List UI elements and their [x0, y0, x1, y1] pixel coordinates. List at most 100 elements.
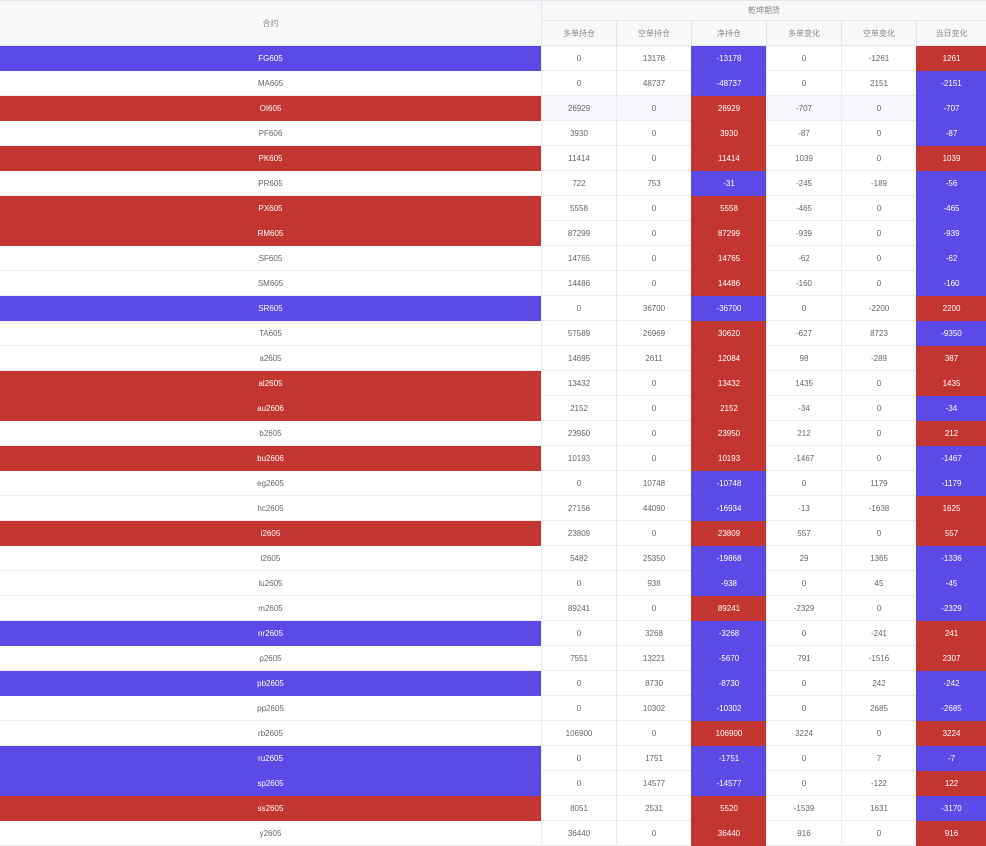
table-row[interactable]: ss2605 8051 2531 5520 -1539 1631 -3170 [0, 796, 986, 821]
header-long-position[interactable]: 多单持仓 [541, 21, 616, 46]
table-row[interactable]: au2606 2152 0 2152 -34 0 -34 [0, 396, 986, 421]
cell-short-change: 0 [841, 446, 916, 471]
cell-long-change: 0 [766, 746, 841, 771]
cell-long-position: 7551 [541, 646, 616, 671]
cell-long-change: 0 [766, 46, 841, 71]
cell-net-position: 10193 [691, 446, 766, 471]
cell-short-position: 0 [616, 446, 691, 471]
cell-net-position: 5520 [691, 796, 766, 821]
table-row[interactable]: OI605 26929 0 26929 -707 0 -707 [0, 96, 986, 121]
cell-short-position: 44090 [616, 496, 691, 521]
table-row[interactable]: FG605 0 13178 -13178 0 -1261 1261 [0, 46, 986, 71]
table-row[interactable]: m2605 89241 0 89241 -2329 0 -2329 [0, 596, 986, 621]
table-row[interactable]: SF605 14765 0 14765 -62 0 -62 [0, 246, 986, 271]
cell-contract: PF606 [0, 121, 541, 146]
table-row[interactable]: SM605 14486 0 14486 -160 0 -160 [0, 271, 986, 296]
cell-short-position: 0 [616, 221, 691, 246]
cell-short-position: 14577 [616, 771, 691, 796]
table-row[interactable]: pp2605 0 10302 -10302 0 2685 -2685 [0, 696, 986, 721]
cell-contract: b2605 [0, 421, 541, 446]
cell-net-position: -10302 [691, 696, 766, 721]
table-row[interactable]: ru2605 0 1751 -1751 0 7 -7 [0, 746, 986, 771]
cell-net-position: 12084 [691, 346, 766, 371]
table-row[interactable]: hc2605 27156 44090 -16934 -13 -1638 1625 [0, 496, 986, 521]
cell-long-position: 23950 [541, 421, 616, 446]
cell-contract: ru2605 [0, 746, 541, 771]
table-row[interactable]: a2605 14695 2611 12084 98 -289 387 [0, 346, 986, 371]
cell-contract: l2605 [0, 546, 541, 571]
cell-day-change: -707 [916, 96, 986, 121]
cell-contract: ss2605 [0, 796, 541, 821]
table-row[interactable]: rb2605 106900 0 106900 3224 0 3224 [0, 721, 986, 746]
cell-net-position: 2152 [691, 396, 766, 421]
cell-long-change: 0 [766, 71, 841, 96]
table-row[interactable]: sp2605 0 14577 -14577 0 -122 122 [0, 771, 986, 796]
table-row[interactable]: i2605 23809 0 23809 557 0 557 [0, 521, 986, 546]
table-row[interactable]: lu2605 0 938 -938 0 45 -45 [0, 571, 986, 596]
cell-long-position: 13432 [541, 371, 616, 396]
table-row[interactable]: RM605 87299 0 87299 -939 0 -939 [0, 221, 986, 246]
header-group: 乾坤期货 [541, 1, 986, 21]
header-short-change[interactable]: 空单变化 [841, 21, 916, 46]
cell-short-position: 0 [616, 396, 691, 421]
cell-short-change: 8723 [841, 321, 916, 346]
table-row[interactable]: TA605 57589 26969 30620 -627 8723 -9350 [0, 321, 986, 346]
cell-short-change: 1365 [841, 546, 916, 571]
cell-short-change: 0 [841, 121, 916, 146]
table-row[interactable]: PX605 5558 0 5558 -465 0 -465 [0, 196, 986, 221]
table-row[interactable]: PK605 11414 0 11414 1039 0 1039 [0, 146, 986, 171]
cell-long-change: -707 [766, 96, 841, 121]
cell-long-position: 0 [541, 771, 616, 796]
table-row[interactable]: al2605 13432 0 13432 1435 0 1435 [0, 371, 986, 396]
cell-short-position: 13221 [616, 646, 691, 671]
cell-long-position: 14765 [541, 246, 616, 271]
table-row[interactable]: pb2605 0 8730 -8730 0 242 -242 [0, 671, 986, 696]
cell-day-change: -465 [916, 196, 986, 221]
cell-long-change: 0 [766, 671, 841, 696]
cell-short-position: 0 [616, 121, 691, 146]
header-contract[interactable]: 合约 [262, 19, 279, 28]
table-row[interactable]: PF606 3930 0 3930 -87 0 -87 [0, 121, 986, 146]
cell-net-position: -938 [691, 571, 766, 596]
cell-short-position: 36700 [616, 296, 691, 321]
cell-long-change: -465 [766, 196, 841, 221]
cell-short-change: 0 [841, 371, 916, 396]
cell-long-position: 0 [541, 746, 616, 771]
cell-short-position: 13178 [616, 46, 691, 71]
cell-net-position: -14577 [691, 771, 766, 796]
header-day-change[interactable]: 当日变化 [916, 21, 986, 46]
table-row[interactable]: bu2606 10193 0 10193 -1467 0 -1467 [0, 446, 986, 471]
cell-short-change: -122 [841, 771, 916, 796]
table-row[interactable]: eg2605 0 10748 -10748 0 1179 -1179 [0, 471, 986, 496]
cell-long-position: 5482 [541, 546, 616, 571]
cell-net-position: 106900 [691, 721, 766, 746]
table-row[interactable]: SR605 0 36700 -36700 0 -2200 2200 [0, 296, 986, 321]
cell-short-position: 10748 [616, 471, 691, 496]
cell-short-position: 3268 [616, 621, 691, 646]
table-row[interactable]: PR605 722 753 -31 -245 -189 -56 [0, 171, 986, 196]
table-row[interactable]: b2605 23950 0 23950 212 0 212 [0, 421, 986, 446]
header-net-position[interactable]: 净持仓 [691, 21, 766, 46]
cell-day-change: -1467 [916, 446, 986, 471]
cell-net-position: 5558 [691, 196, 766, 221]
header-long-change[interactable]: 多单变化 [766, 21, 841, 46]
cell-long-change: -87 [766, 121, 841, 146]
cell-contract: FG605 [0, 46, 541, 71]
cell-contract: sp2605 [0, 771, 541, 796]
cell-contract: SR605 [0, 296, 541, 321]
cell-long-change: -13 [766, 496, 841, 521]
table-row[interactable]: nr2605 0 3268 -3268 0 -241 241 [0, 621, 986, 646]
table-row[interactable]: l2605 5482 25350 -19868 29 1365 -1336 [0, 546, 986, 571]
table-row[interactable]: MA605 0 48737 -48737 0 2151 -2151 [0, 71, 986, 96]
table-row[interactable]: p2605 7551 13221 -5670 791 -1516 2307 [0, 646, 986, 671]
cell-long-change: 557 [766, 521, 841, 546]
cell-day-change: 557 [916, 521, 986, 546]
cell-short-change: 0 [841, 721, 916, 746]
cell-short-change: 0 [841, 521, 916, 546]
cell-contract: rb2605 [0, 721, 541, 746]
cell-short-change: -1516 [841, 646, 916, 671]
cell-net-position: -3268 [691, 621, 766, 646]
header-short-position[interactable]: 空单持仓 [616, 21, 691, 46]
cell-long-change: 791 [766, 646, 841, 671]
table-row[interactable]: y2605 36440 0 36440 916 0 916 [0, 821, 986, 846]
